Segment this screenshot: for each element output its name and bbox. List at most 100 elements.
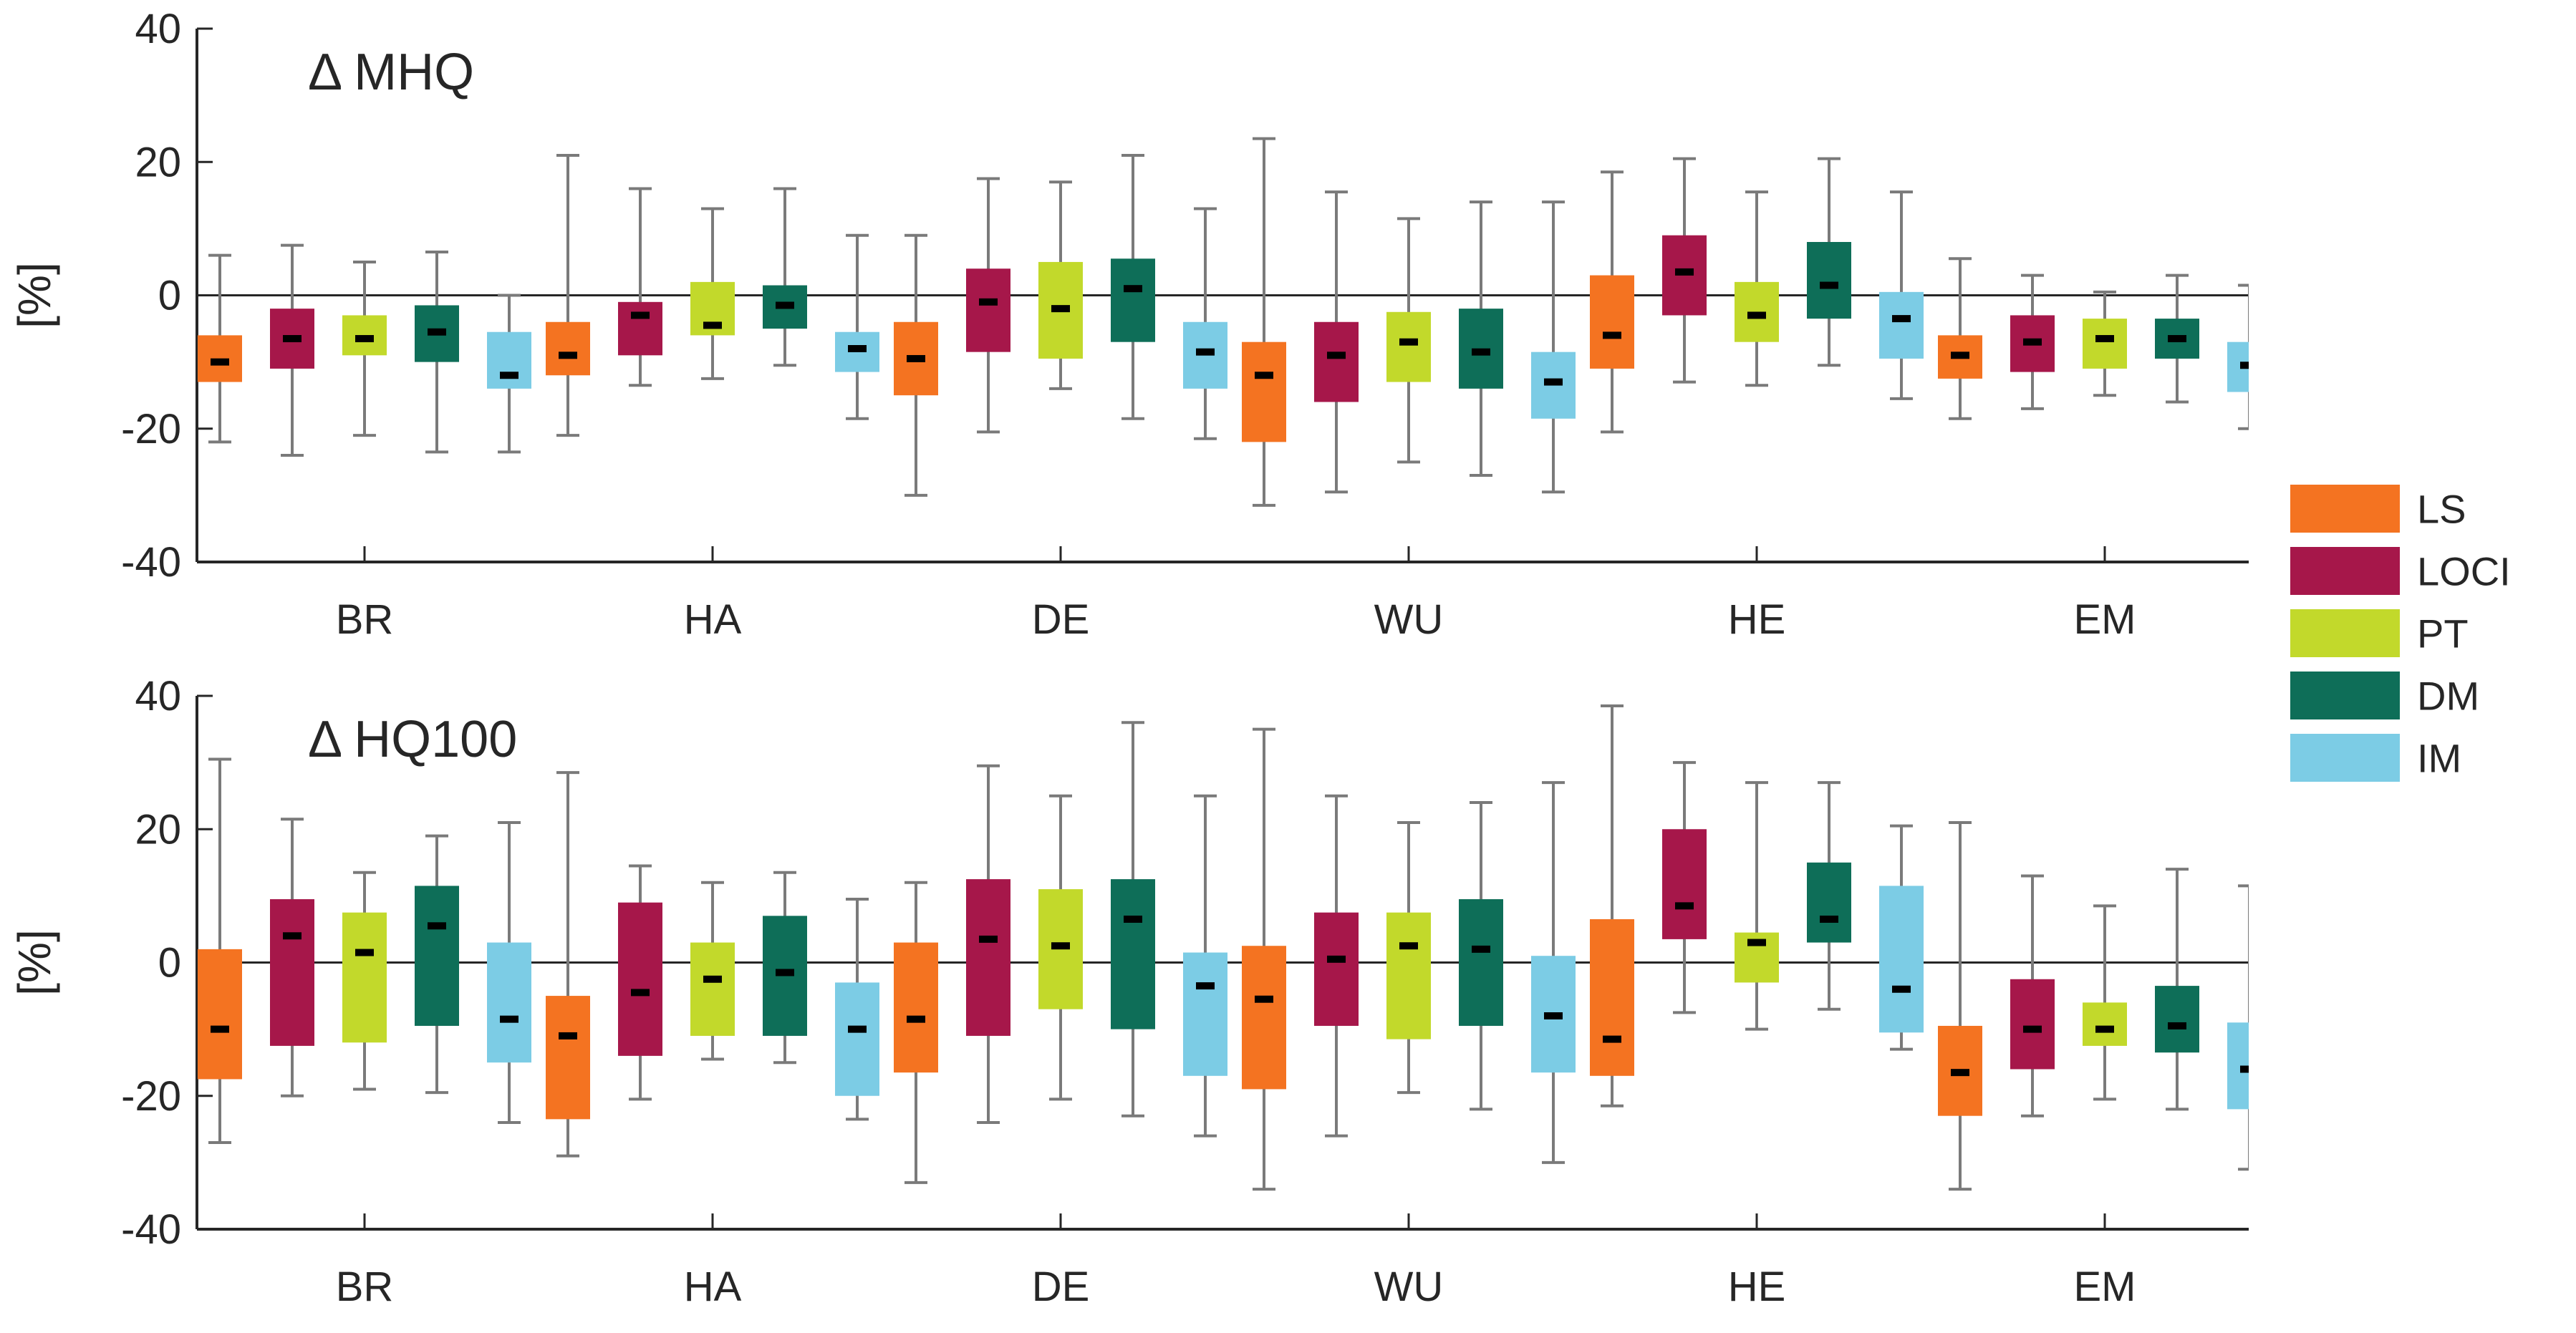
box bbox=[618, 301, 662, 356]
box bbox=[1111, 258, 1155, 342]
box-loci-de bbox=[966, 177, 1010, 434]
x-tick-label: BR bbox=[336, 596, 394, 643]
median-marker bbox=[2240, 362, 2249, 369]
y-tick-label: -40 bbox=[121, 1206, 181, 1253]
box-ls-wu bbox=[1242, 137, 1286, 507]
box-pt-br bbox=[342, 871, 387, 1091]
x-tick-label: WU bbox=[1374, 596, 1444, 643]
box-loci-de bbox=[966, 764, 1010, 1124]
median-marker bbox=[1747, 311, 1766, 319]
box bbox=[1590, 275, 1634, 369]
x-tick-label: HA bbox=[684, 596, 742, 643]
median-marker bbox=[2023, 1025, 2042, 1033]
panel-title: Δ MHQ bbox=[308, 44, 474, 101]
median-marker bbox=[2095, 335, 2114, 343]
median-marker bbox=[848, 345, 867, 352]
boxplot-marks bbox=[198, 704, 2249, 1191]
median-marker bbox=[1124, 285, 1142, 293]
box-dm-em bbox=[2155, 273, 2199, 404]
x-tick-label: WU bbox=[1374, 1264, 1444, 1310]
box-pt-br bbox=[342, 260, 387, 437]
median-marker bbox=[1399, 942, 1418, 950]
y-axis-label: [%] bbox=[9, 929, 60, 995]
median-marker bbox=[1472, 348, 1490, 356]
box-ls-ha bbox=[546, 153, 590, 437]
box-pt-wu bbox=[1386, 217, 1431, 464]
box-ls-he bbox=[1590, 170, 1634, 434]
box bbox=[546, 321, 590, 376]
box bbox=[1879, 886, 1924, 1033]
box bbox=[487, 331, 531, 389]
median-marker bbox=[355, 335, 374, 343]
median-marker bbox=[1603, 331, 1621, 339]
box bbox=[894, 942, 938, 1073]
panel-hq100: -40 -20 0 20 40 BR HA DE WU HE EM [%] Δ HQ100 bbox=[9, 673, 2249, 1310]
median-marker bbox=[1327, 955, 1346, 963]
median-marker bbox=[559, 352, 577, 359]
box-im-em bbox=[2227, 283, 2249, 430]
box-pt-ha bbox=[690, 881, 735, 1061]
median-marker bbox=[979, 935, 998, 943]
legend-label-dm: DM bbox=[2417, 674, 2479, 719]
median-marker bbox=[1892, 985, 1911, 993]
box bbox=[2083, 1002, 2127, 1046]
box-im-wu bbox=[1531, 200, 1576, 494]
median-marker bbox=[776, 301, 794, 309]
box-ls-em bbox=[1938, 820, 1982, 1191]
box-ls-de bbox=[894, 881, 938, 1184]
box-im-em bbox=[2227, 884, 2249, 1171]
box-ls-em bbox=[1938, 257, 1982, 420]
box bbox=[1386, 912, 1431, 1039]
box bbox=[1242, 341, 1286, 442]
median-marker bbox=[1544, 378, 1563, 386]
median-marker bbox=[776, 969, 794, 976]
box bbox=[342, 912, 387, 1043]
boxplot-marks bbox=[198, 137, 2249, 507]
box bbox=[1879, 291, 1924, 359]
median-marker bbox=[907, 1015, 925, 1023]
legend-label-ls: LS bbox=[2417, 487, 2466, 532]
median-marker bbox=[631, 989, 650, 997]
median-marker bbox=[283, 335, 302, 343]
y-tick-label: 0 bbox=[158, 940, 181, 987]
median-marker bbox=[1051, 942, 1070, 950]
median-marker bbox=[703, 975, 722, 983]
median-marker bbox=[2240, 1065, 2249, 1073]
legend-label-im: IM bbox=[2417, 736, 2461, 781]
box-ls-br bbox=[198, 253, 242, 444]
box bbox=[546, 996, 590, 1120]
box-im-br bbox=[487, 294, 531, 454]
box-loci-br bbox=[270, 818, 314, 1097]
legend-swatch-loci bbox=[2290, 547, 2400, 595]
y-tick-label: -20 bbox=[121, 1073, 181, 1120]
box-loci-he bbox=[1662, 761, 1707, 1014]
box-ls-de bbox=[894, 233, 938, 497]
box-ls-wu bbox=[1242, 727, 1286, 1191]
box-pt-de bbox=[1038, 180, 1083, 390]
box-dm-he bbox=[1807, 781, 1851, 1011]
box bbox=[198, 949, 242, 1080]
median-marker bbox=[1675, 902, 1694, 910]
box-ls-br bbox=[198, 757, 242, 1144]
median-marker bbox=[1892, 315, 1911, 323]
legend-swatch-dm bbox=[2290, 672, 2400, 719]
box-ls-he bbox=[1590, 704, 1634, 1107]
median-marker bbox=[428, 328, 446, 336]
legend-label-loci: LOCI bbox=[2417, 549, 2511, 594]
median-marker bbox=[1544, 1012, 1563, 1019]
box bbox=[2155, 986, 2199, 1053]
box-pt-em bbox=[2083, 904, 2127, 1101]
median-marker bbox=[1255, 372, 1273, 379]
box bbox=[1807, 862, 1851, 943]
median-marker bbox=[1951, 352, 1969, 359]
box bbox=[415, 886, 459, 1026]
box bbox=[1183, 952, 1227, 1076]
x-tick-label: DE bbox=[1032, 1264, 1090, 1310]
box-dm-ha bbox=[763, 187, 807, 367]
x-tick-label: DE bbox=[1032, 596, 1090, 643]
box-im-wu bbox=[1531, 781, 1576, 1164]
y-tick-label: -20 bbox=[121, 406, 181, 452]
box bbox=[618, 902, 662, 1056]
box-loci-em bbox=[2010, 874, 2055, 1118]
box-loci-he bbox=[1662, 157, 1707, 384]
